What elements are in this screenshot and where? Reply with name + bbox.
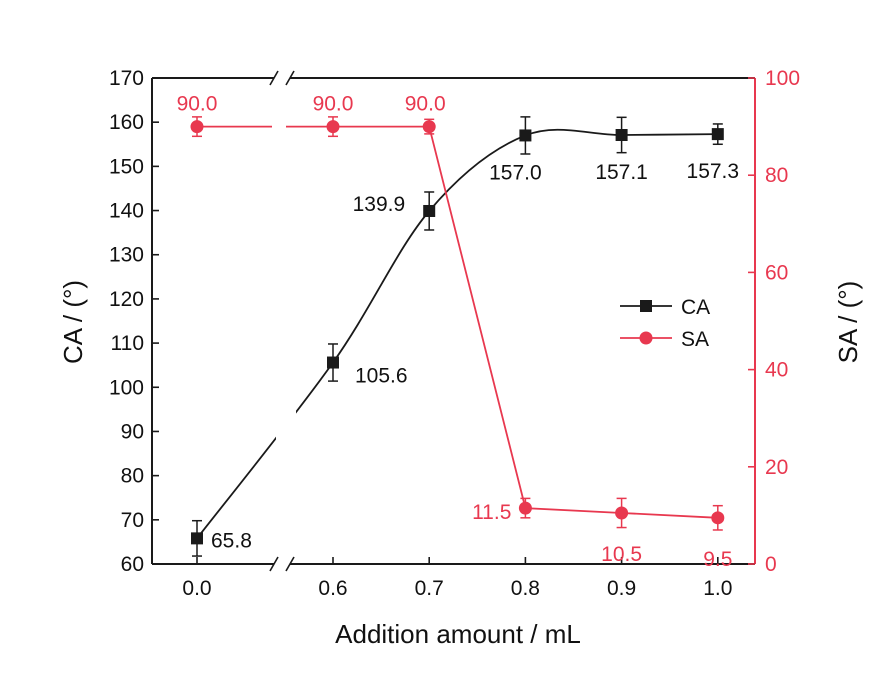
axes-frame — [151, 70, 756, 572]
ca-data-label: 105.6 — [355, 365, 408, 388]
sa-point — [422, 120, 436, 134]
sa-data-label: 90.0 — [177, 93, 218, 116]
legend: CA SA — [620, 296, 710, 351]
ca-point — [423, 204, 436, 217]
left-axis-tick-label: 60 — [121, 553, 144, 576]
right-axis-tick-label: 20 — [765, 456, 788, 479]
ca-point — [711, 128, 724, 141]
left-axis-tick-label: 120 — [109, 288, 144, 311]
right-axis-tick-label: 100 — [765, 67, 800, 90]
ca-series-line — [196, 128, 718, 539]
ca-data-label: 157.0 — [489, 161, 542, 184]
x-axis-tick-label: 0.7 — [415, 577, 444, 600]
legend-marker-sa — [639, 331, 653, 345]
sa-series-line — [197, 125, 718, 519]
top-axis-break-mark — [285, 70, 295, 86]
sa-data-label: 9.5 — [703, 548, 732, 571]
ca-point — [519, 129, 532, 142]
left-axis-tick-label: 140 — [109, 200, 144, 223]
ca-data-label: 65.8 — [211, 529, 252, 552]
right-axis-tick-label: 0 — [765, 553, 777, 576]
series-layer — [190, 116, 725, 557]
right-axis-tick-label: 40 — [765, 359, 788, 382]
ca-line-break-gap — [276, 400, 296, 440]
ca-data-label: 139.9 — [353, 193, 406, 216]
sa-data-label: 10.5 — [601, 543, 642, 566]
data-labels: 65.8 105.6 139.9 157.0 157.1 157.3 90.0 90.0 90.… — [177, 93, 740, 571]
ca-point — [327, 356, 339, 369]
right-axis-tick-label: 80 — [765, 164, 788, 187]
sa-point — [190, 120, 204, 134]
left-axis-tick-label: 170 — [109, 67, 144, 90]
legend-label-sa: SA — [681, 328, 709, 351]
left-axis-tick-label: 130 — [109, 244, 144, 267]
ca-data-label: 157.1 — [595, 161, 648, 184]
sa-data-label: 90.0 — [405, 93, 446, 116]
ca-point — [615, 128, 628, 141]
left-axis-tick-label: 100 — [109, 376, 144, 399]
legend-label-ca: CA — [681, 296, 710, 319]
sa-line-break-gap — [272, 122, 286, 131]
x-axis-tick-label: 1.0 — [703, 577, 732, 600]
x-axis-tick-label: 0.8 — [511, 577, 540, 600]
left-axis-tick-label: 110 — [111, 332, 144, 355]
x-axis-tick-label: 0.9 — [607, 577, 636, 600]
sa-data-label: 11.5 — [472, 501, 511, 524]
ca-point — [191, 532, 203, 545]
sa-point — [615, 506, 629, 520]
left-axis-tick-label: 150 — [109, 155, 144, 178]
left-axis-tick-label: 70 — [121, 509, 144, 532]
left-axis-tick-label: 90 — [121, 420, 144, 443]
sa-point — [326, 120, 340, 134]
left-axis-title: CA / (°) — [58, 280, 88, 364]
ca-data-label: 157.3 — [687, 160, 740, 183]
sa-point — [711, 511, 725, 525]
left-axis-tick-label: 80 — [121, 465, 144, 488]
x-axis-tick-label: 0.6 — [318, 577, 347, 600]
bottom-axis-break-mark — [269, 556, 279, 572]
x-axis-title: Addition amount / mL — [335, 619, 581, 649]
right-axis-title: SA / (°) — [833, 281, 863, 364]
sa-point — [518, 501, 532, 515]
x-axis-tick-label: 0.0 — [182, 577, 211, 600]
bottom-axis-break-mark — [285, 556, 295, 572]
sa-data-label: 90.0 — [313, 93, 354, 116]
left-axis-tick-label: 160 — [109, 111, 144, 134]
axis-ticks: 60 70 80 90 100 110 120 130 140 150 160 170 0 20 40 60 8… — [109, 67, 800, 600]
legend-marker-ca — [640, 300, 652, 312]
right-axis-tick-label: 60 — [765, 261, 788, 284]
top-axis-break-mark — [269, 70, 279, 86]
